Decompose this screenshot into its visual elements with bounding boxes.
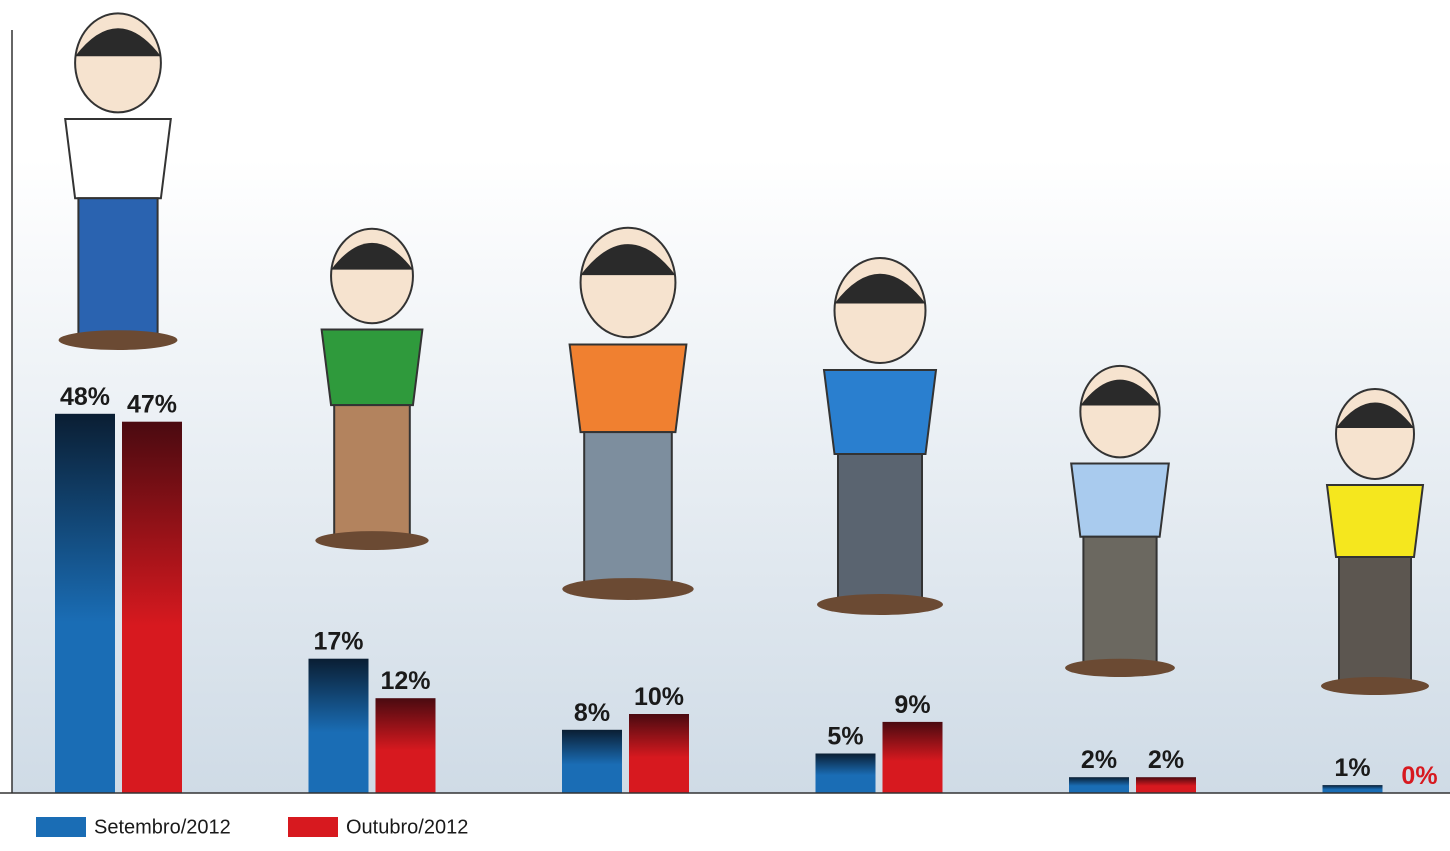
figure-pants bbox=[838, 454, 922, 601]
bar bbox=[629, 714, 689, 793]
bar bbox=[376, 698, 436, 793]
figure-shoes bbox=[1321, 677, 1429, 695]
value-label: 2% bbox=[1148, 746, 1184, 774]
value-label: 8% bbox=[574, 699, 610, 727]
bar bbox=[883, 722, 943, 793]
bar bbox=[55, 414, 115, 793]
page: 48% 17% 8% 5% 2% 1% 47% 12% 10% 9% 2% 0% Setembro/2… bbox=[0, 0, 1450, 851]
figure-shirt bbox=[1071, 464, 1169, 537]
figure-shoes bbox=[562, 578, 693, 600]
value-label: 47% bbox=[127, 391, 177, 419]
legend-swatch bbox=[36, 817, 86, 837]
value-label: 2% bbox=[1081, 746, 1117, 774]
figure-pants bbox=[584, 432, 672, 585]
legend-swatch bbox=[288, 817, 338, 837]
figure-pants bbox=[334, 405, 410, 537]
value-label: 5% bbox=[827, 723, 863, 751]
value-label: 0% bbox=[1401, 762, 1437, 790]
legend-label: Setembro/2012 bbox=[94, 816, 231, 838]
figure-shoes bbox=[59, 330, 178, 350]
value-label: 17% bbox=[313, 628, 363, 656]
value-label: 10% bbox=[634, 683, 684, 711]
value-label: 9% bbox=[894, 691, 930, 719]
figure-shoes bbox=[1065, 659, 1175, 677]
figure-shirt bbox=[322, 330, 423, 406]
value-label: 12% bbox=[380, 667, 430, 695]
bar bbox=[1323, 785, 1383, 793]
plot-background bbox=[12, 0, 1450, 793]
figure-pants bbox=[1339, 557, 1411, 683]
figure-shirt bbox=[570, 345, 687, 433]
figure-shoes bbox=[817, 594, 943, 615]
bar bbox=[1069, 777, 1129, 793]
legend-label: Outubro/2012 bbox=[346, 816, 468, 838]
bar bbox=[309, 659, 369, 793]
bar bbox=[562, 730, 622, 793]
value-label: 1% bbox=[1334, 754, 1370, 782]
figure-shirt bbox=[1327, 485, 1423, 557]
bar bbox=[816, 754, 876, 794]
figure-pants bbox=[78, 198, 157, 337]
value-label: 48% bbox=[60, 383, 110, 411]
figure-shoes bbox=[315, 531, 428, 550]
figure-shirt bbox=[65, 119, 171, 198]
figure-pants bbox=[1083, 537, 1156, 665]
legend: Setembro/2012 Outubro/2012 bbox=[36, 816, 468, 838]
chart: 48% 17% 8% 5% 2% 1% 47% 12% 10% 9% 2% 0% Setembro/2… bbox=[0, 0, 1450, 851]
figure-shirt bbox=[824, 370, 936, 454]
bar bbox=[1136, 777, 1196, 793]
bar bbox=[122, 422, 182, 793]
